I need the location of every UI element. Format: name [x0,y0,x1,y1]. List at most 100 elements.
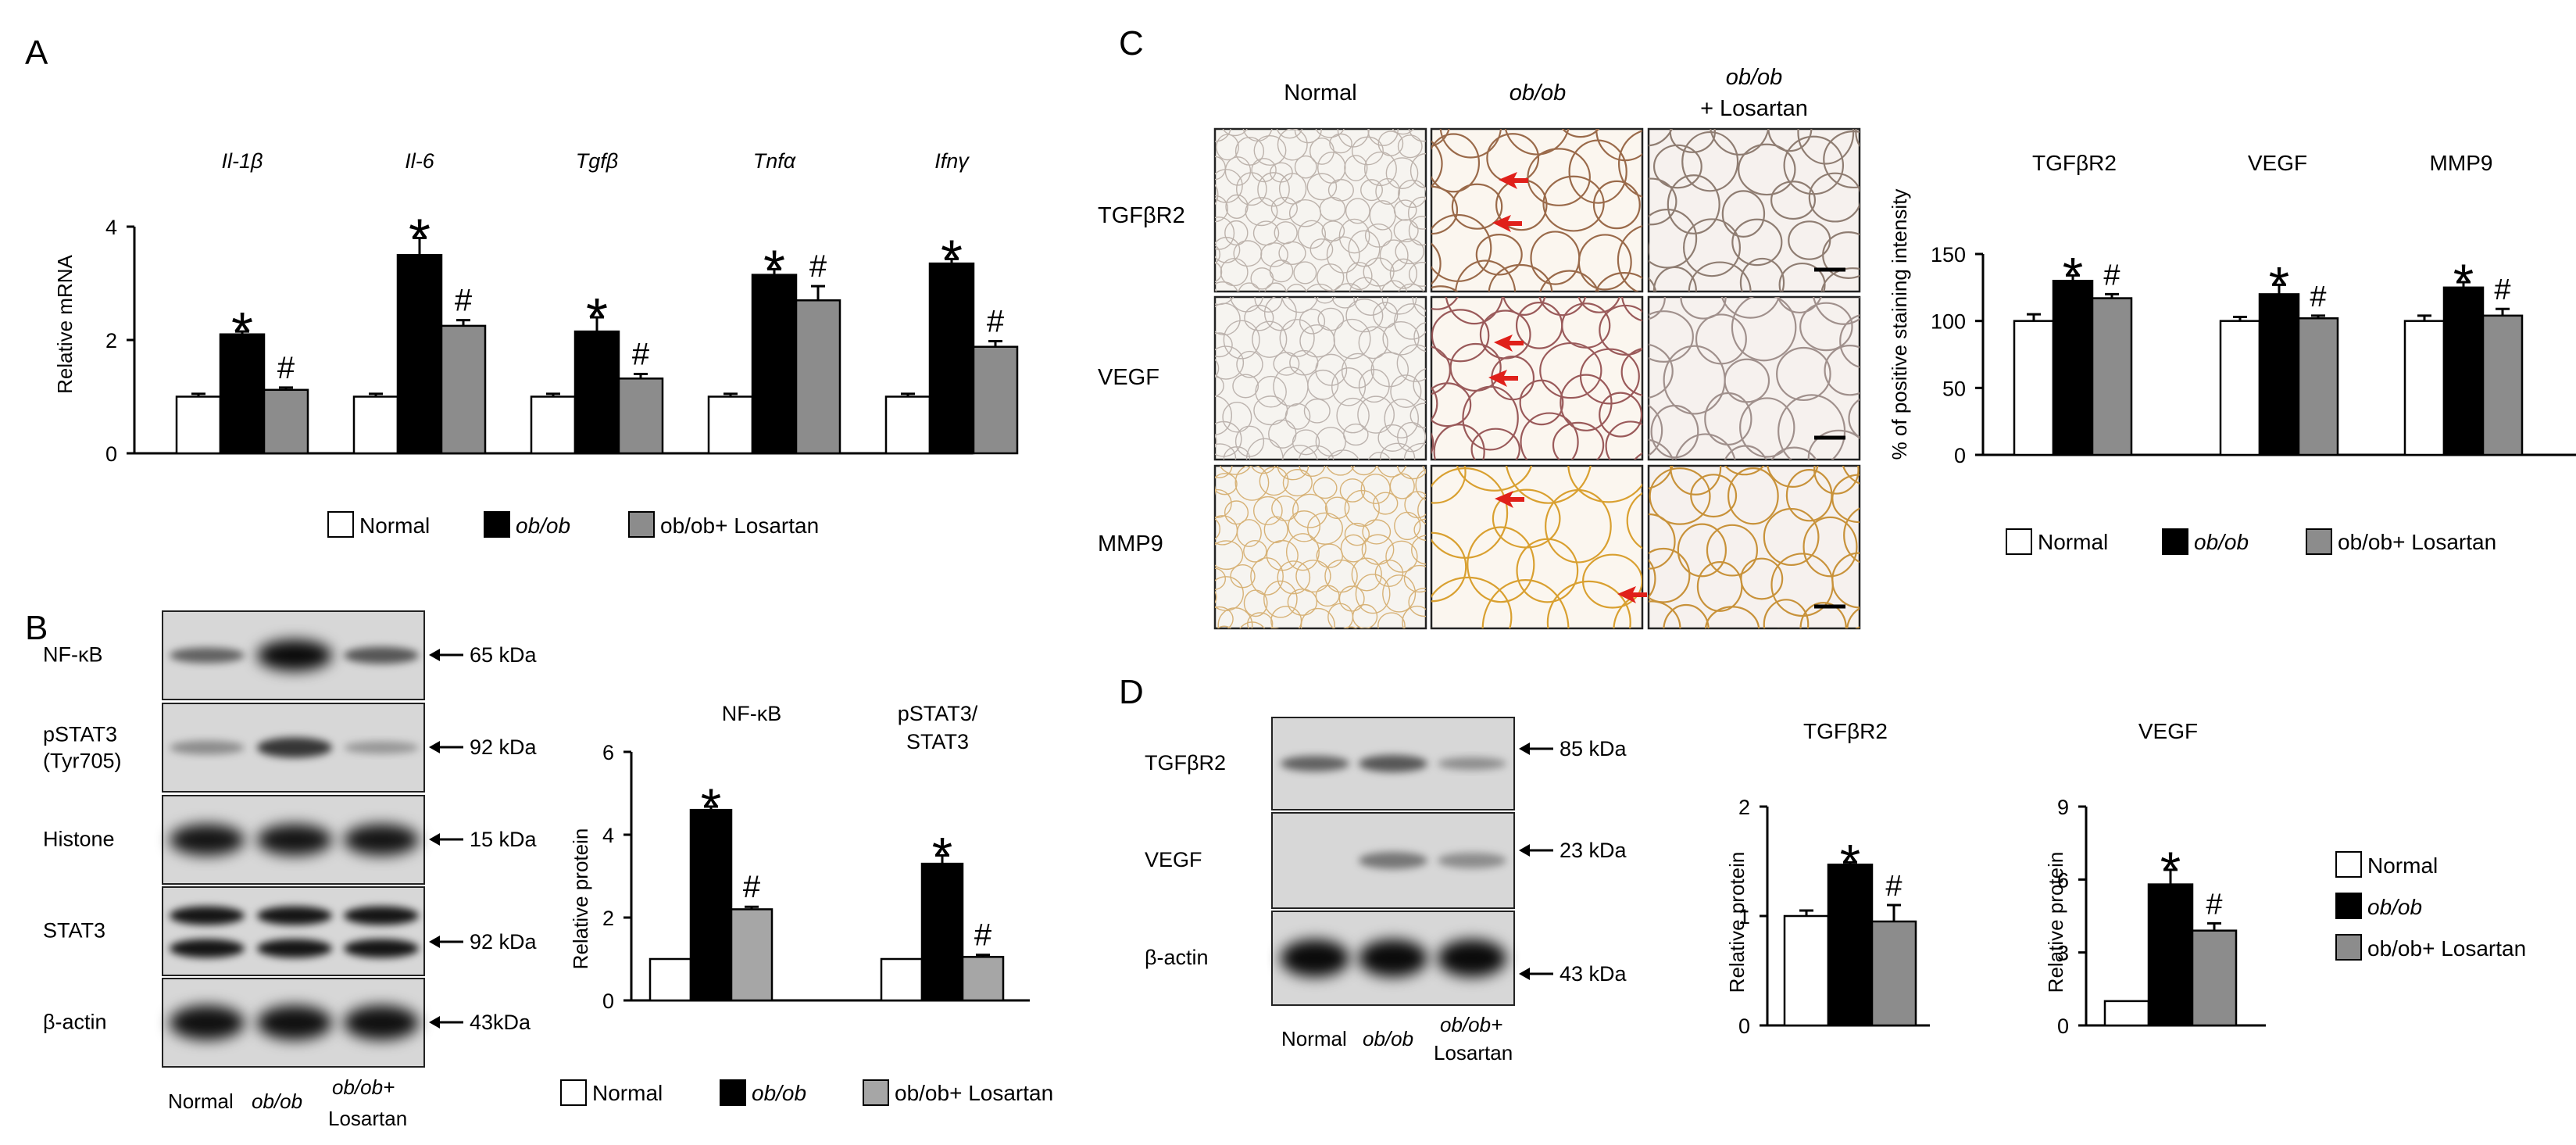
adipocyte-outline [1247,612,1274,628]
legend-b: Normal ob/ob ob/ob+ Losartan [560,1079,1053,1106]
adipocyte-outline [1233,240,1263,267]
b-kda-label: 15 kDa [470,828,538,851]
blot-b: NF-κB 65 kDa pSTAT3 (Tyr705) 92 kDa Histone 15… [43,610,538,1130]
adipocyte-outline [1345,299,1384,333]
adipocyte-outline [1431,531,1467,603]
adipocyte-outline [1285,284,1307,292]
adipocyte-outline [1408,634,1440,663]
b-band [170,906,245,925]
adipocyte-outline [1315,427,1346,457]
adipocyte-outline [1287,589,1318,616]
adipocyte-outline [1282,469,1313,497]
b-row-label-2: (Tyr705) [43,750,122,773]
legend-a-losartan-label: ob/ob+ Losartan [660,513,819,538]
adipocyte-outline [1649,559,1656,599]
adipocyte-outline [1364,223,1392,248]
c-bar-losartan [2297,317,2339,456]
adipocyte-outline [1250,557,1284,596]
micrograph-cells [1167,254,1426,460]
b-band [257,939,332,958]
adipocyte-outline [1855,129,1860,148]
legend-a-normal-label: Normal [359,513,430,538]
adipocyte-outline [1252,496,1283,526]
adipocyte-outline [1680,297,1727,320]
b-kda-arrowhead [429,936,440,948]
adipocyte-outline [1167,278,1199,306]
b-kda-arrowhead [429,1016,440,1029]
d1-ytick-label: 0 [1738,1014,1750,1038]
adipocyte-outline [1223,446,1251,460]
b-band [344,906,419,925]
adipocyte-outline [1273,352,1300,376]
adipocyte-outline [1351,136,1384,166]
legend-a-obob-swatch [484,511,510,538]
adipocyte-outline [1552,421,1605,460]
adipocyte-outline [1813,639,1860,682]
adipocyte-outline [1238,91,1263,118]
adipocyte-outline [1345,262,1373,291]
adipocyte-outline [1670,466,1722,496]
b-band [170,939,245,958]
c-hash-marker: # [2103,259,2120,292]
adipocyte-outline [1363,633,1395,663]
d1-bar-normal [1783,914,1830,1027]
adipocyte-outline [1173,553,1207,592]
adipocyte-outline [1336,397,1370,434]
d-band [1438,939,1506,977]
legend-a-normal-swatch [327,511,354,538]
adipocyte-outline [1649,177,1677,226]
legend-c-normal-swatch [2006,528,2032,555]
adipocyte-outline [1188,254,1214,281]
adipocyte-outline [1176,118,1202,142]
adipocyte-outline [1394,511,1421,541]
legend-c-obob-swatch [2162,528,2188,555]
legend-c: Normal ob/ob ob/ob+ Losartan [2006,528,2496,555]
legend-a: Normal ob/ob ob/ob+ Losartan [327,511,819,538]
micrograph-cells [1431,129,1642,292]
adipocyte-outline [1752,629,1804,685]
adipocyte-outline [1855,626,1860,628]
adipocyte-outline [1649,343,1674,399]
legend-a-obob-label: ob/ob [516,513,570,538]
a-star-marker: * [586,288,608,350]
b-lane-losartan-1: ob/ob+ [332,1075,395,1099]
a-bar-losartan [972,345,1019,455]
a-category-label: Tnfα [753,149,797,173]
adipocyte-outline [1263,516,1288,543]
adipocyte-outline [1343,626,1358,628]
a-category-label: Tgfβ [576,149,618,173]
adipocyte-outline [1381,297,1417,315]
adipocyte-outline [1385,157,1419,189]
c-bar-losartan [2091,297,2133,456]
adipocyte-outline [1839,314,1860,368]
panel-label-c: C [1119,24,1144,63]
adipocyte-outline [1215,195,1229,223]
adipocyte-outline [1191,141,1212,162]
adipocyte-outline [1785,469,1833,522]
adipocyte-outline [1270,196,1298,220]
micrograph-cells [1176,91,1426,292]
d-row-label: β-actin [1145,946,1209,969]
adipocyte-outline [1649,467,1711,525]
b-row-label: NF-κB [43,643,103,667]
blot-d: TGFβR2 85 kDa VEGF 23 kDa β-actin 43 kDa Norm… [1145,717,1627,1064]
b-bar-obob [689,808,733,1002]
adipocyte-outline [1394,303,1426,340]
adipocyte-outline [1385,540,1418,573]
adipocyte-outline [1397,134,1423,159]
adipocyte-outline [1649,547,1691,603]
adipocyte-outline [1307,369,1339,400]
adipocyte-outline [1560,374,1613,431]
adipocyte-outline [1431,309,1490,363]
d1-ylabel: Relative protein [1725,852,1749,993]
adipocyte-outline [1724,445,1767,460]
a-category-label: Ifnγ [934,149,970,173]
c-ytick-label: 150 [1931,243,1966,267]
adipocyte-outline [1215,488,1232,518]
adipocyte-outline [1281,297,1319,313]
adipocyte-outline [1799,302,1853,352]
adipocyte-outline [1278,173,1307,205]
adipocyte-outline [1767,129,1813,152]
b-band [344,939,419,958]
